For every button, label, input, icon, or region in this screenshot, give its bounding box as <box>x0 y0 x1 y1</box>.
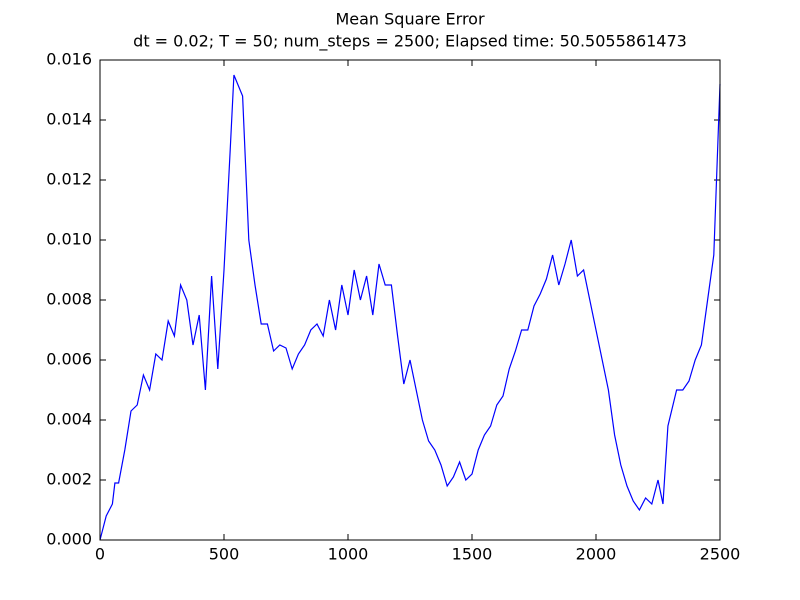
y-tick-label: 0.008 <box>46 290 92 309</box>
y-tick-label: 0.012 <box>46 170 92 189</box>
chart-subtitle: dt = 0.02; T = 50; num_steps = 2500; Ela… <box>133 32 687 52</box>
y-tick-label: 0.004 <box>46 410 92 429</box>
x-tick-label: 1000 <box>328 545 369 564</box>
x-tick-label: 2500 <box>700 545 741 564</box>
data-line <box>99 74 721 541</box>
y-tick-label: 0.000 <box>46 530 92 549</box>
plot-frame <box>99 59 721 541</box>
x-tick-label: 0 <box>95 545 105 564</box>
y-tick-label: 0.016 <box>46 50 92 69</box>
y-tick-label: 0.002 <box>46 470 92 489</box>
y-tick-label: 0.014 <box>46 110 92 129</box>
y-tick-label: 0.010 <box>46 230 92 249</box>
x-tick-label: 1500 <box>452 545 493 564</box>
chart-title: Mean Square Error <box>335 10 485 29</box>
y-tick-label: 0.006 <box>46 350 92 369</box>
x-tick-label: 2000 <box>576 545 617 564</box>
x-tick-label: 500 <box>209 545 240 564</box>
